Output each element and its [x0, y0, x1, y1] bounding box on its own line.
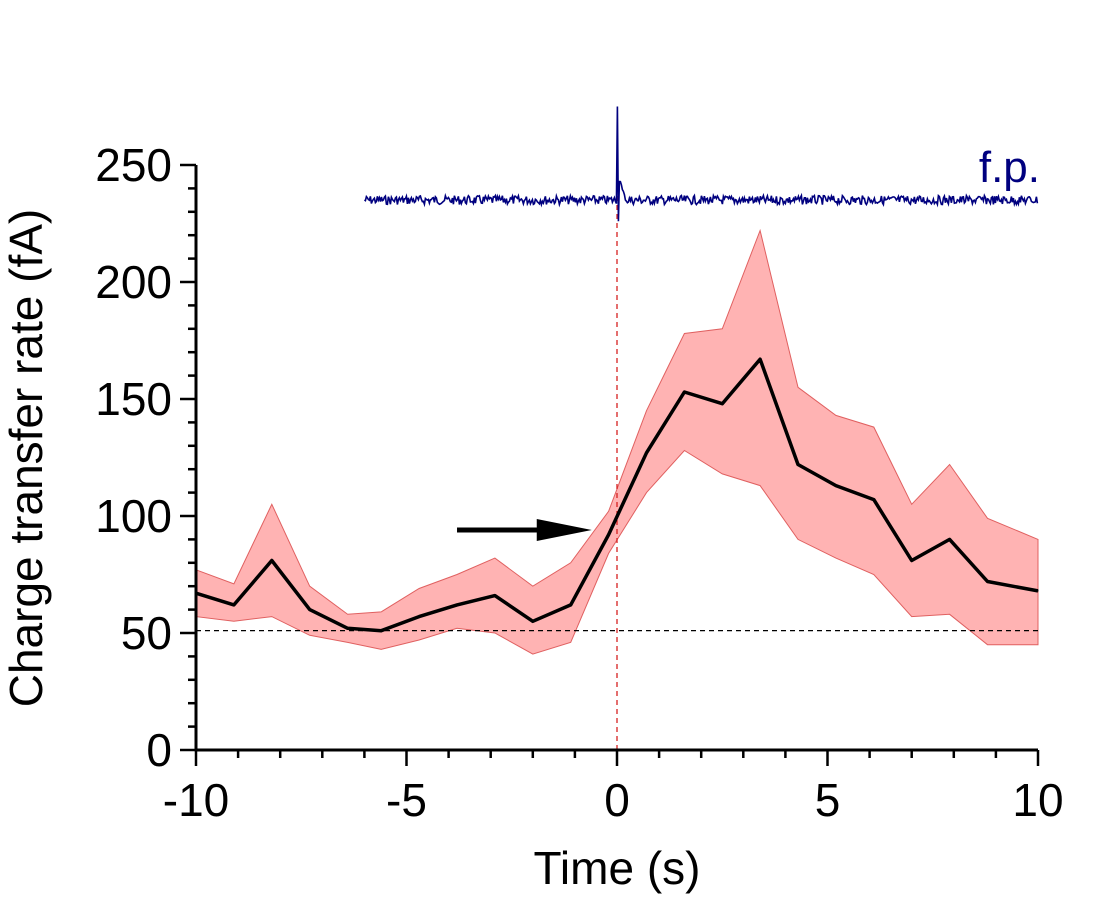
data-point [380, 630, 382, 632]
data-point [835, 484, 837, 487]
data-point [797, 463, 799, 466]
data-point [570, 604, 572, 606]
field-potential-trace [363, 106, 1039, 222]
data-point [607, 534, 610, 536]
data-point [1037, 590, 1039, 592]
x-tick-label: 5 [815, 774, 841, 826]
data-point [494, 594, 496, 597]
confidence-band-layer [195, 228, 1039, 655]
data-point [346, 627, 349, 629]
data-point [873, 499, 875, 501]
arrow-annotation [457, 519, 592, 542]
x-tick-label: 10 [1012, 774, 1063, 826]
axes: 0 50 100 150 200 250 -10 -5 0 5 10 [95, 139, 1063, 826]
data-point [456, 604, 458, 606]
x-tick-label: -5 [386, 774, 427, 826]
data-point [759, 358, 761, 360]
field-potential-layer: f.p. [363, 106, 1040, 222]
y-tick-label: 200 [95, 256, 172, 308]
data-point [418, 616, 420, 618]
y-tick-label: 50 [121, 607, 172, 659]
x-tick-label: 0 [604, 774, 630, 826]
data-point [309, 609, 311, 611]
fp-label: f.p. [979, 143, 1040, 192]
arrow-head [536, 519, 592, 542]
y-tick-label: 100 [95, 490, 172, 542]
data-point [683, 391, 685, 393]
y-tick-label: 250 [95, 139, 172, 191]
mean-line-layer [195, 357, 1039, 633]
data-point [532, 620, 534, 622]
y-axis-title: Charge transfer rate (fA) [0, 209, 52, 708]
data-point [721, 403, 723, 405]
confidence-band [195, 228, 1039, 655]
data-point [645, 452, 648, 454]
x-axis-title: Time (s) [534, 842, 701, 894]
data-point [911, 559, 913, 562]
data-point [986, 580, 989, 583]
data-point [948, 538, 951, 541]
x-tick-label: -10 [163, 774, 229, 826]
data-point [271, 559, 273, 562]
reference-lines-layer [196, 176, 1038, 750]
data-point [233, 604, 235, 606]
y-tick-label: 150 [95, 373, 172, 425]
y-tick-label: 0 [146, 724, 172, 776]
